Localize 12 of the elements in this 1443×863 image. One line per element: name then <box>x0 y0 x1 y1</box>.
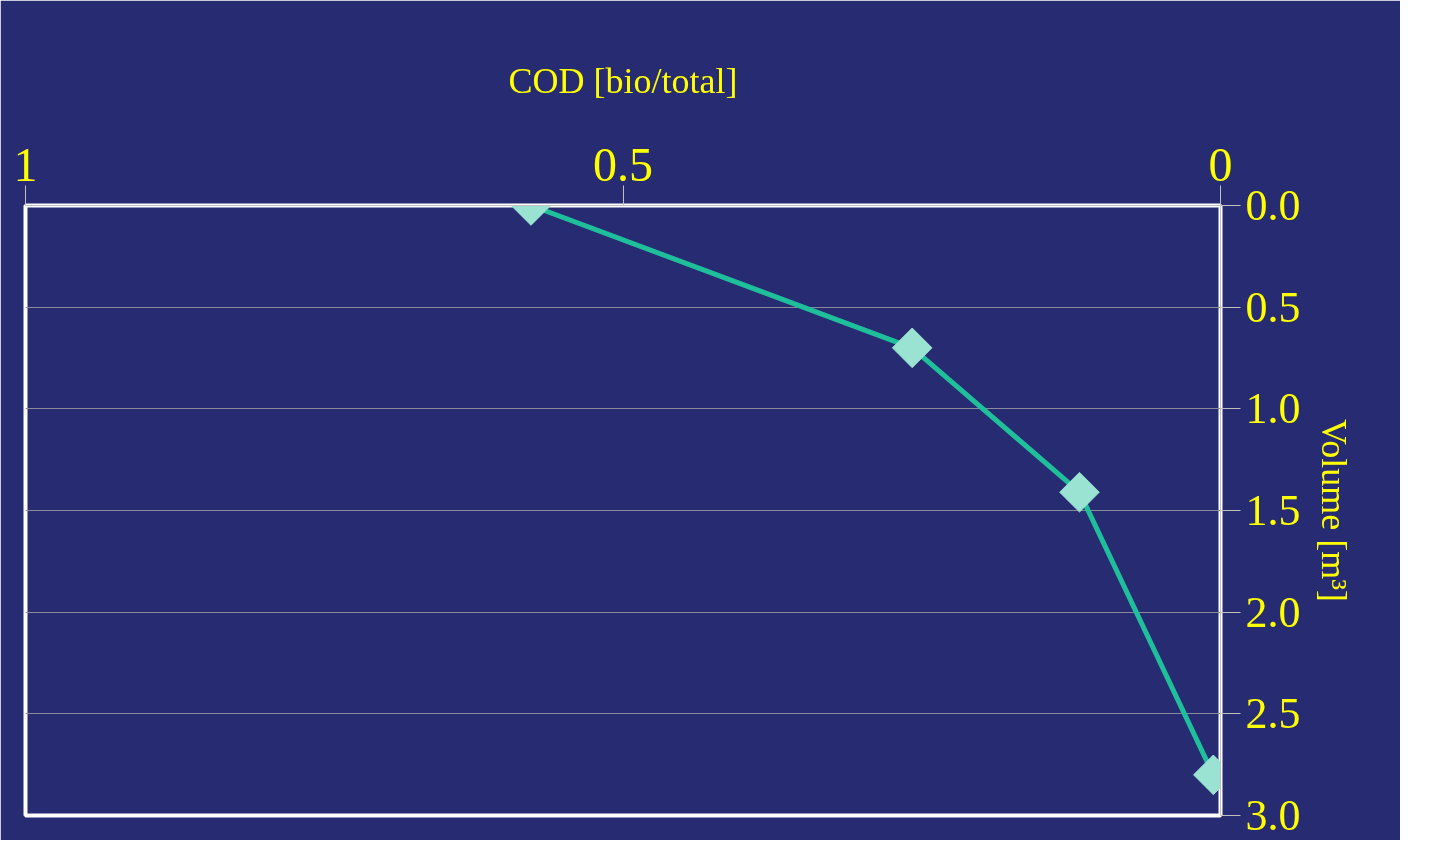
y-tick-label: 1.5 <box>1245 486 1301 535</box>
y-tick-label: 2.0 <box>1245 587 1301 637</box>
y-tick-label: 1.0 <box>1245 384 1301 434</box>
y-tick-label: 3.0 <box>1245 791 1301 840</box>
x-axis-title: COD [bio/total] <box>508 60 738 101</box>
y-tick-label: 0.5 <box>1245 282 1301 332</box>
x-tick-label: 0.5 <box>593 137 653 191</box>
x-tick-label: 1 <box>13 137 38 191</box>
x-tick-label: 0 <box>1208 137 1233 191</box>
y-tick-label: 0.0 <box>1245 181 1301 230</box>
y-axis-title: Volume [m³] <box>1313 418 1354 603</box>
y-tick-label: 2.5 <box>1245 689 1301 739</box>
